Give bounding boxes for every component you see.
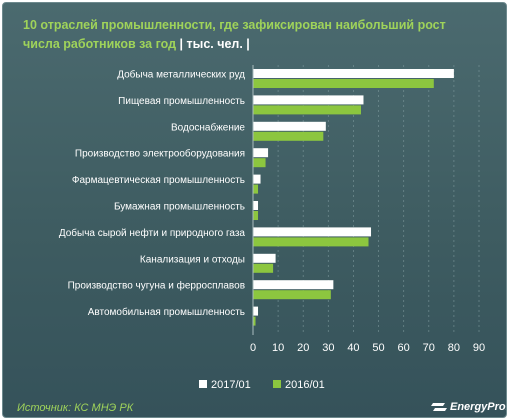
x-tick-label: 80 — [448, 342, 460, 354]
category-label: Производство чугуна и ферросплавов — [68, 280, 245, 292]
bar-2017-01 — [253, 280, 334, 290]
x-tick-label: 10 — [272, 342, 284, 354]
category-label: Автомобильная промышленность — [88, 306, 245, 318]
logo-icon — [431, 403, 447, 411]
category-label: Бумажная промышленность — [114, 202, 245, 213]
bar-2016-01 — [253, 131, 324, 141]
x-tick-label: 30 — [322, 342, 334, 354]
chart-title-text: 10 отраслей промышленности, где зафиксир… — [23, 18, 446, 51]
bar-2016-01 — [253, 211, 259, 220]
bar-2016-01 — [253, 79, 434, 88]
bar-2017-01 — [253, 227, 372, 237]
x-tick-label: 40 — [347, 342, 359, 354]
bar-2016-01 — [253, 316, 256, 326]
category-label: Канализация и отходы — [140, 254, 245, 265]
category-label: Фармацевтическая промышленность — [72, 175, 245, 186]
bar-2017-01 — [253, 253, 276, 263]
category-label: Добыча сырой нефти и природного газа — [59, 227, 246, 239]
bar-2017-01 — [253, 306, 259, 316]
bar-2017-01 — [253, 69, 454, 78]
source-note: Источник: КС МНЭ РК — [17, 402, 134, 414]
category-label: Добыча металлических руд — [117, 69, 245, 81]
bar-2016-01 — [253, 105, 361, 115]
x-tick-label: 60 — [398, 342, 410, 354]
x-tick-label: 0 — [250, 342, 256, 354]
chart-unit: | тыс. чел. | — [179, 37, 250, 51]
bar-2017-01 — [253, 174, 261, 184]
category-label: Водоснабжение — [171, 121, 245, 133]
x-tick-label: 50 — [372, 342, 384, 354]
bar-2017-01 — [253, 95, 364, 105]
bar-2017-01 — [253, 121, 326, 131]
category-label: Производство электрооборудования — [75, 148, 245, 160]
bar-chart: 0 10 20 30 40 50 60 70 80 90 Добыча металлических … — [59, 65, 485, 391]
legend-swatch — [199, 380, 207, 388]
bar-2016-01 — [253, 237, 369, 247]
x-tick-label: 20 — [297, 342, 309, 354]
logo-text: EnergyProm — [450, 401, 506, 413]
legend-label: 2017/01 — [211, 379, 251, 391]
energyprom-logo: EnergyProm — [431, 401, 506, 413]
bar-2016-01 — [253, 158, 266, 168]
legend-label: 2016/01 — [285, 379, 325, 391]
bar-2017-01 — [253, 148, 269, 158]
legend-swatch — [273, 380, 281, 388]
bar-2016-01 — [253, 184, 259, 194]
bar-2017-01 — [253, 201, 259, 210]
chart-title: 10 отраслей промышленности, где зафиксир… — [23, 16, 483, 54]
category-label: Пищевая промышленность — [118, 96, 245, 107]
bar-2016-01 — [253, 263, 274, 273]
x-tick-label: 90 — [473, 342, 485, 354]
bar-2016-01 — [253, 290, 331, 300]
x-tick-label: 70 — [423, 342, 435, 354]
